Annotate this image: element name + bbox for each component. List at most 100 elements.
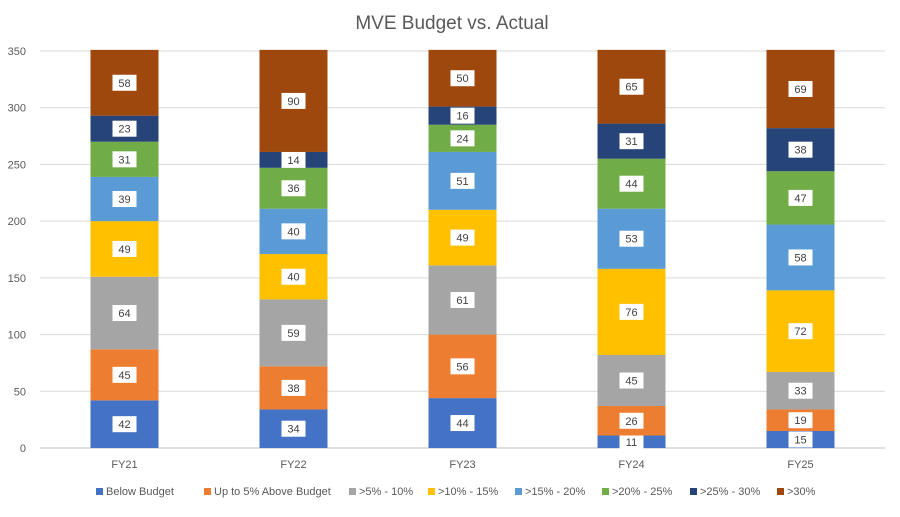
data-label: 49 bbox=[456, 233, 468, 245]
data-label-box bbox=[112, 74, 137, 91]
legend-item: >15% - 20% bbox=[515, 486, 585, 498]
data-label-box bbox=[281, 92, 306, 109]
y-tick-label: 50 bbox=[14, 386, 26, 398]
data-label: 39 bbox=[118, 194, 130, 206]
data-label: 11 bbox=[626, 437, 637, 449]
data-label: 31 bbox=[625, 136, 637, 148]
data-label: 40 bbox=[287, 226, 299, 238]
data-label-box bbox=[619, 433, 644, 450]
data-label-box bbox=[450, 172, 475, 189]
data-label: 61 bbox=[456, 295, 468, 307]
data-label-box bbox=[788, 80, 813, 97]
data-label-box bbox=[450, 130, 475, 147]
data-label: 19 bbox=[794, 415, 806, 427]
x-tick-label: FY22 bbox=[280, 459, 306, 471]
data-label-box bbox=[788, 189, 813, 206]
data-label: 15 bbox=[794, 434, 806, 446]
data-label-box bbox=[112, 240, 137, 257]
data-label-box bbox=[788, 382, 813, 399]
data-label: 45 bbox=[625, 376, 637, 388]
data-label-box bbox=[788, 141, 813, 158]
data-label: 31 bbox=[118, 154, 130, 166]
data-label-box bbox=[788, 412, 813, 429]
legend-swatch bbox=[349, 488, 356, 495]
legend-label: >15% - 20% bbox=[525, 486, 585, 498]
data-label: 90 bbox=[287, 96, 299, 108]
data-label: 58 bbox=[794, 252, 806, 264]
data-label: 76 bbox=[625, 307, 637, 319]
data-label-box bbox=[112, 366, 137, 383]
y-tick-label: 200 bbox=[8, 216, 26, 228]
data-label: 14 bbox=[287, 155, 299, 167]
legend-item: >10% - 15% bbox=[428, 486, 498, 498]
y-tick-label: 300 bbox=[8, 103, 26, 115]
data-label-box bbox=[450, 107, 475, 124]
legend-label: >25% - 30% bbox=[700, 486, 760, 498]
data-label: 40 bbox=[287, 272, 299, 284]
data-label: 38 bbox=[794, 145, 806, 157]
legend-label: Up to 5% Above Budget bbox=[214, 486, 331, 498]
data-label-box bbox=[112, 120, 137, 137]
data-label-box bbox=[281, 223, 306, 240]
data-label-box bbox=[450, 291, 475, 308]
data-label: 58 bbox=[118, 78, 130, 90]
data-label-box bbox=[788, 249, 813, 266]
data-label: 24 bbox=[456, 133, 468, 145]
data-label-box bbox=[619, 133, 644, 150]
legend-label: >20% - 25% bbox=[612, 486, 672, 498]
data-label: 44 bbox=[456, 418, 468, 430]
data-label: 36 bbox=[287, 183, 299, 195]
legend-label: >30% bbox=[787, 486, 816, 498]
legend-item: Below Budget bbox=[96, 486, 174, 498]
data-label-box bbox=[112, 151, 137, 168]
data-label: 49 bbox=[118, 244, 130, 256]
data-label: 51 bbox=[456, 176, 468, 188]
data-label: 44 bbox=[625, 179, 637, 191]
data-label-box bbox=[281, 268, 306, 285]
data-label-box bbox=[281, 180, 306, 197]
data-label: 42 bbox=[118, 419, 130, 431]
legend-swatch bbox=[690, 488, 697, 495]
data-label: 53 bbox=[625, 234, 637, 246]
data-label: 59 bbox=[287, 328, 299, 340]
data-label: 23 bbox=[118, 124, 130, 136]
data-label: 33 bbox=[794, 386, 806, 398]
data-label-box bbox=[619, 303, 644, 320]
legend-item: >30% bbox=[777, 486, 816, 498]
data-label: 72 bbox=[794, 326, 806, 338]
legend-item: >20% - 25% bbox=[602, 486, 672, 498]
legend-label: >5% - 10% bbox=[359, 486, 413, 498]
data-label-box bbox=[619, 230, 644, 247]
data-label: 65 bbox=[625, 82, 637, 94]
y-tick-label: 150 bbox=[8, 273, 26, 285]
data-label-box bbox=[281, 151, 306, 168]
x-tick-label: FY24 bbox=[618, 459, 644, 471]
data-label-box bbox=[450, 358, 475, 375]
data-label-box bbox=[112, 191, 137, 208]
legend-swatch bbox=[204, 488, 211, 495]
data-label: 56 bbox=[456, 361, 468, 373]
data-label-box bbox=[450, 415, 475, 432]
y-tick-label: 0 bbox=[20, 443, 26, 455]
chart-title: MVE Budget vs. Actual bbox=[355, 13, 548, 34]
legend-label: >10% - 15% bbox=[438, 486, 498, 498]
x-tick-label: FY21 bbox=[111, 459, 137, 471]
data-label-box bbox=[619, 175, 644, 192]
legend-swatch bbox=[602, 488, 609, 495]
legend-swatch bbox=[96, 488, 103, 495]
legend-item: >5% - 10% bbox=[349, 486, 413, 498]
data-label-box bbox=[619, 78, 644, 95]
data-label-box bbox=[281, 379, 306, 396]
legend-item: Up to 5% Above Budget bbox=[204, 486, 331, 498]
legend-label: Below Budget bbox=[106, 486, 174, 498]
legend-swatch bbox=[428, 488, 435, 495]
y-tick-label: 250 bbox=[8, 159, 26, 171]
data-label: 47 bbox=[794, 193, 806, 205]
data-label: 26 bbox=[625, 416, 637, 428]
data-label-box bbox=[281, 324, 306, 341]
data-label-box bbox=[450, 229, 475, 246]
data-label-box bbox=[619, 372, 644, 389]
data-label-box bbox=[788, 431, 813, 448]
legend-swatch bbox=[515, 488, 522, 495]
